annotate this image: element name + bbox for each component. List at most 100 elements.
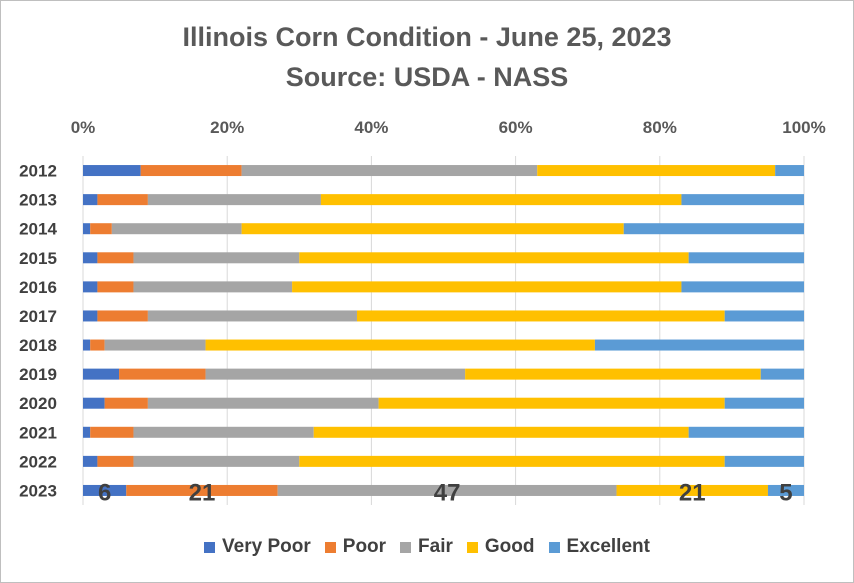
bar-segment bbox=[83, 426, 91, 438]
bar-segment bbox=[97, 281, 134, 293]
category-label: 2023 bbox=[19, 481, 57, 500]
legend-label: Poor bbox=[342, 536, 387, 557]
legend-item: Good bbox=[466, 536, 535, 558]
legend-label: Good bbox=[484, 536, 535, 557]
bar-segment bbox=[97, 455, 134, 467]
bar-segment bbox=[119, 368, 206, 380]
bar-segment bbox=[688, 252, 804, 264]
bar-segment bbox=[140, 165, 242, 177]
legend-label: Fair bbox=[418, 536, 453, 557]
bar-segment bbox=[83, 165, 141, 177]
category-label: 2016 bbox=[19, 278, 57, 297]
category-label: 2015 bbox=[19, 249, 57, 268]
bar-segment bbox=[133, 455, 300, 467]
bar-segment bbox=[299, 252, 689, 264]
legend-swatch bbox=[400, 541, 412, 553]
x-tick-label: 100% bbox=[782, 118, 825, 137]
bar-segment bbox=[133, 252, 300, 264]
bar-segment bbox=[83, 281, 98, 293]
x-tick-label: 20% bbox=[210, 118, 244, 137]
bar-segment bbox=[378, 397, 725, 409]
bar-segment bbox=[205, 368, 466, 380]
bar-segment bbox=[775, 165, 804, 177]
bar-segment bbox=[147, 397, 379, 409]
data-label: 47 bbox=[434, 479, 461, 506]
bar-segment bbox=[465, 368, 761, 380]
category-label: 2018 bbox=[19, 336, 57, 355]
category-label: 2012 bbox=[19, 162, 57, 181]
bar-segment bbox=[111, 223, 242, 235]
chart-title: Illinois Corn Condition - June 25, 2023 bbox=[182, 22, 672, 52]
data-label: 21 bbox=[679, 479, 706, 506]
bar-segment bbox=[83, 339, 91, 351]
bar-segment bbox=[681, 281, 804, 293]
bar-segment bbox=[277, 484, 617, 496]
bar-segment bbox=[537, 165, 776, 177]
data-label: 6 bbox=[98, 479, 111, 506]
x-tick-label: 40% bbox=[354, 118, 388, 137]
bar-segment bbox=[83, 397, 105, 409]
bar-segment bbox=[724, 397, 804, 409]
bar-segment bbox=[313, 426, 689, 438]
bar-segment bbox=[83, 484, 127, 496]
legend-label: Very Poor bbox=[222, 536, 311, 557]
bar-segment bbox=[83, 310, 98, 322]
bar-segment bbox=[83, 194, 98, 206]
bar-segment bbox=[90, 223, 112, 235]
legend-swatch bbox=[548, 541, 560, 553]
bar-segment bbox=[724, 455, 804, 467]
bar-segment bbox=[681, 194, 804, 206]
bar-segment bbox=[147, 310, 357, 322]
legend-item: Very Poor bbox=[204, 536, 311, 558]
bar-segment bbox=[104, 339, 206, 351]
bar-segment bbox=[133, 281, 293, 293]
bar-segment bbox=[126, 484, 278, 496]
category-label: 2022 bbox=[19, 452, 57, 471]
legend-swatch bbox=[466, 541, 478, 553]
bar-segment bbox=[767, 484, 804, 496]
legend-item: Fair bbox=[400, 536, 453, 558]
bar-segment bbox=[97, 310, 148, 322]
bar-segment bbox=[299, 455, 725, 467]
bar-segment bbox=[594, 339, 804, 351]
bar-segment bbox=[83, 368, 120, 380]
category-label: 2017 bbox=[19, 307, 57, 326]
chart-legend: Very Poor Poor Fair Good Excellent bbox=[0, 536, 854, 558]
category-label: 2020 bbox=[19, 394, 57, 413]
data-label: 21 bbox=[189, 479, 216, 506]
bar-segment bbox=[724, 310, 804, 322]
category-label: 2013 bbox=[19, 191, 57, 210]
bar-segment bbox=[623, 223, 804, 235]
bar-segment bbox=[97, 194, 148, 206]
bar-segment bbox=[616, 484, 768, 496]
x-tick-label: 0% bbox=[71, 118, 96, 137]
bar-segment bbox=[760, 368, 804, 380]
bar-segment bbox=[147, 194, 321, 206]
bar-segment bbox=[320, 194, 682, 206]
legend-item: Excellent bbox=[548, 536, 650, 558]
bar-segment bbox=[133, 426, 314, 438]
bar-segment bbox=[356, 310, 725, 322]
bar-segment bbox=[241, 165, 538, 177]
bar-segment bbox=[205, 339, 595, 351]
bar-segment bbox=[83, 455, 98, 467]
legend-label: Excellent bbox=[566, 536, 650, 557]
legend-swatch bbox=[204, 541, 216, 553]
bar-segment bbox=[97, 252, 134, 264]
bar-segment bbox=[90, 426, 134, 438]
x-tick-label: 60% bbox=[499, 118, 533, 137]
bar-segment bbox=[83, 223, 91, 235]
data-label: 5 bbox=[779, 479, 792, 506]
bar-segment bbox=[104, 397, 148, 409]
bar-segment bbox=[83, 252, 98, 264]
bar-segment bbox=[90, 339, 105, 351]
category-label: 2014 bbox=[19, 220, 57, 239]
bar-segment bbox=[292, 281, 682, 293]
bar-segment bbox=[241, 223, 624, 235]
chart-subtitle: Source: USDA - NASS bbox=[285, 62, 569, 92]
x-tick-label: 80% bbox=[643, 118, 677, 137]
legend-swatch bbox=[324, 541, 336, 553]
bar-segment bbox=[688, 426, 804, 438]
category-label: 2019 bbox=[19, 365, 57, 384]
